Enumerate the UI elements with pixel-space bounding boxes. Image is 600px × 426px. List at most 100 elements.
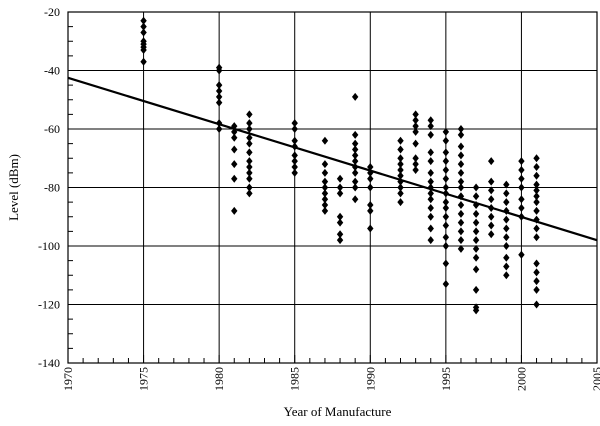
data-point [488,186,495,195]
trend-line [67,76,598,242]
data-point [412,122,419,131]
data-point [533,186,540,195]
data-point [503,242,510,250]
data-point [367,174,374,183]
data-point [442,221,450,230]
data-point [291,125,298,133]
data-point [457,177,465,186]
data-point [472,183,480,192]
data-point [472,253,480,262]
y-tick-label: -20 [44,5,60,19]
data-point [503,180,510,189]
data-point [503,262,510,271]
data-point [457,130,465,139]
data-point [442,212,450,221]
data-point [518,250,525,259]
data-point [442,280,450,289]
data-point [140,57,147,66]
data-point [351,139,359,148]
data-point [442,157,450,166]
data-point [140,46,147,55]
data-point [427,177,434,186]
plot-frame [67,11,598,364]
data-point [291,136,298,145]
x-tick-label: 1975 [137,367,151,391]
data-point [427,122,434,131]
data-point [457,218,465,227]
data-point [518,203,525,212]
data-point [336,236,344,245]
data-point [246,183,253,192]
data-point [246,125,253,133]
data-point [442,174,450,183]
data-point [321,136,329,145]
data-point [412,116,419,125]
data-point [533,206,540,215]
data-point [246,189,253,198]
data-point [351,92,359,101]
data-point [442,165,450,174]
data-point [442,148,450,157]
data-point [367,224,374,233]
x-tick-label: 1990 [363,367,377,391]
data-point [457,227,465,236]
data-point [336,183,344,192]
data-point [427,168,434,177]
data-point [231,145,238,154]
data-point [351,157,359,166]
data-point [503,215,510,224]
data-point [488,212,495,221]
y-tick-label: -120 [38,298,60,312]
data-point [533,233,540,242]
data-point [336,189,344,198]
data-point [215,66,223,75]
data-point [412,139,419,148]
data-point [457,209,465,218]
data-point [518,157,525,166]
data-point [442,198,450,207]
data-point [533,198,540,207]
data-point [427,195,434,204]
data-point [488,177,495,186]
data-point [246,157,253,166]
x-tick-label: 2000 [514,367,528,391]
data-point [351,183,359,192]
data-point [397,160,404,169]
data-point [457,244,465,253]
data-point [518,183,525,192]
data-point [427,189,434,198]
data-point [427,236,434,245]
data-point [246,148,253,157]
data-point [351,151,359,160]
data-point [246,133,253,142]
data-point [397,145,404,154]
data-point [427,157,434,166]
data-point [472,236,480,245]
data-point [291,119,298,128]
data-point [351,145,359,154]
data-point [291,163,298,172]
data-point [321,177,329,186]
data-point [321,206,329,215]
data-point [215,86,223,95]
data-point [231,206,238,215]
data-point [351,177,359,186]
x-tick-label: 1970 [61,367,75,391]
data-point [472,265,480,274]
data-point [291,157,298,166]
data-point [140,16,147,25]
data-point [457,201,465,210]
y-axis-label: Level (dBm) [6,154,21,221]
data-point [397,198,404,207]
data-point [412,110,419,119]
data-point [533,277,540,286]
data-point [472,244,480,253]
data-point [291,168,298,177]
data-point [321,183,329,192]
data-point [427,224,434,233]
data-point [321,168,329,177]
data-point [215,98,223,107]
data-point [457,125,465,133]
data-point [503,233,510,242]
